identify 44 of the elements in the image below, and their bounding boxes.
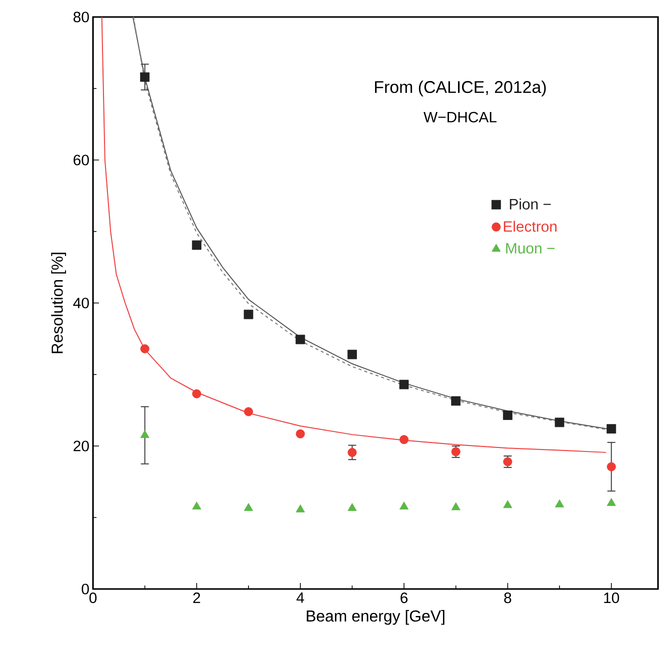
x-tick-label: 4: [296, 592, 304, 603]
point: [192, 502, 202, 510]
point: [399, 380, 409, 390]
point: [296, 429, 305, 438]
point: [296, 334, 306, 344]
y-axis-title: Resolution [%]: [51, 252, 66, 354]
x-tick-label: 8: [504, 592, 512, 604]
annotation: W−DHCAL: [424, 112, 496, 122]
point: [244, 310, 254, 320]
point: [606, 498, 616, 506]
point: [399, 502, 409, 510]
point: [244, 503, 254, 511]
point: [400, 435, 409, 444]
x-tick-label: 2: [193, 592, 200, 603]
x-tick-label: 0: [89, 592, 97, 604]
y-tick-label: 80: [74, 12, 89, 22]
point: [348, 503, 357, 511]
y-tick-label: 40: [73, 298, 89, 308]
point: [451, 502, 460, 510]
x-tick-label: 6: [400, 592, 408, 604]
point: [554, 499, 564, 508]
y-tick-label: 60: [74, 154, 89, 166]
point: [140, 344, 150, 354]
point: [348, 448, 357, 457]
point: [451, 396, 461, 406]
point: [347, 350, 357, 360]
point: [192, 240, 202, 250]
point: [554, 418, 564, 428]
point: [606, 462, 616, 472]
legend-label: Pion −: [510, 198, 551, 210]
point: [244, 407, 254, 416]
legend-label: Muon −: [506, 243, 554, 254]
annotation: From (CALICE, 2012a): [375, 80, 546, 96]
point: [502, 410, 512, 420]
point: [503, 500, 512, 508]
x-tick-label: 10: [604, 592, 620, 604]
point: [296, 504, 305, 512]
y-tick-label: 0: [82, 584, 89, 594]
y-tick-label: 20: [74, 440, 89, 452]
x-axis-title: Beam energy [GeV]: [306, 610, 444, 625]
legend-label: Electron: [504, 220, 557, 232]
point: [606, 424, 616, 434]
point: [140, 430, 150, 438]
point: [192, 389, 202, 398]
